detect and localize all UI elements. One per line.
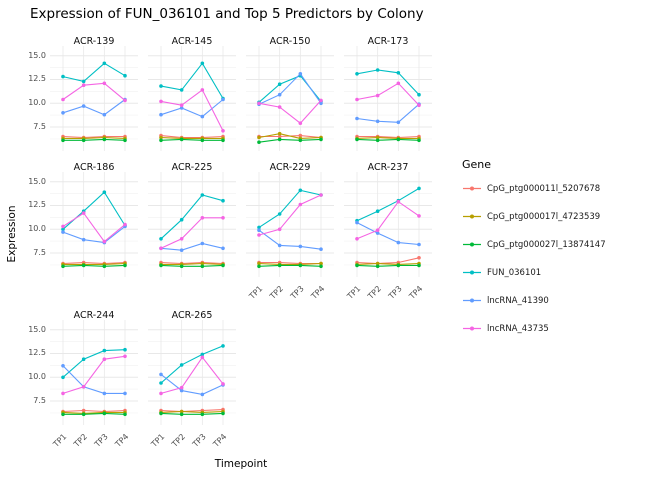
legend-entry-label: CpG_ptg000011l_5207678 bbox=[487, 183, 601, 194]
legend-entry: lncRNA_43735 bbox=[462, 321, 606, 336]
y-tick-label: 10.0 bbox=[28, 98, 46, 108]
y-tick-label: 7.5 bbox=[33, 122, 46, 132]
x-tick-label: TP1 bbox=[247, 284, 265, 302]
legend-entry: CpG_ptg000011l_5207678 bbox=[462, 181, 606, 196]
y-tick-label: 12.5 bbox=[28, 200, 46, 210]
facet-label: ACR-186 bbox=[73, 162, 115, 173]
facet-label: ACR-139 bbox=[73, 36, 115, 47]
facet-label: ACR-229 bbox=[269, 162, 311, 173]
legend-entry-label: CpG_ptg000017l_4723539 bbox=[487, 211, 601, 222]
y-tick-label: 15.0 bbox=[28, 176, 46, 186]
facet-panel bbox=[344, 46, 432, 151]
legend-entry-label: FUN_036101 bbox=[487, 267, 542, 278]
x-axis-title: Timepoint bbox=[214, 458, 268, 470]
y-tick-label: 7.5 bbox=[33, 248, 46, 258]
legend-key-icon bbox=[463, 186, 481, 191]
legend-title: Gene bbox=[462, 158, 492, 171]
facet-label: ACR-237 bbox=[367, 162, 409, 173]
y-tick-label: 12.5 bbox=[28, 348, 46, 358]
x-tick-label: TP3 bbox=[288, 284, 306, 302]
facet-label: ACR-150 bbox=[269, 36, 311, 47]
legend: Gene CpG_ptg000011l_5207678 CpG_ptg000017… bbox=[462, 158, 606, 349]
facet-panel: TP1 TP2 TP3 TP4 bbox=[148, 320, 236, 450]
x-tick-label: TP3 bbox=[386, 284, 404, 302]
x-tick-label: TP4 bbox=[113, 432, 131, 450]
x-tick-label: TP1 bbox=[149, 432, 167, 450]
legend-entry: FUN_036101 bbox=[462, 265, 606, 280]
legend-key-icon bbox=[463, 298, 481, 303]
facet-panel bbox=[148, 172, 236, 277]
facet-label: ACR-265 bbox=[171, 310, 213, 321]
x-tick-label: TP4 bbox=[309, 284, 327, 302]
x-tick-label: TP2 bbox=[170, 432, 188, 450]
legend-entry: CpG_ptg000017l_4723539 bbox=[462, 209, 606, 224]
chart-title: Expression of FUN_036101 and Top 5 Predi… bbox=[30, 6, 424, 22]
y-tick-label: 7.5 bbox=[33, 396, 46, 406]
x-tick-label: TP2 bbox=[72, 432, 90, 450]
facet-label: ACR-173 bbox=[367, 36, 409, 47]
y-axis-title: Expression bbox=[6, 205, 18, 263]
x-tick-label: TP2 bbox=[366, 284, 384, 302]
x-tick-label: TP3 bbox=[92, 432, 110, 450]
facet-panel bbox=[246, 46, 334, 151]
facet-panel: TP1 TP2 TP3 TP4 bbox=[246, 172, 334, 302]
legend-entry: lncRNA_41390 bbox=[462, 293, 606, 308]
legend-entry: CpG_ptg000027l_13874147 bbox=[462, 237, 606, 252]
facet-panel bbox=[50, 46, 138, 151]
facet-label: ACR-244 bbox=[73, 310, 115, 321]
legend-key-icon bbox=[463, 214, 481, 219]
facet-label: ACR-225 bbox=[171, 162, 213, 173]
legend-key-icon bbox=[463, 326, 481, 331]
facet-panel bbox=[148, 46, 236, 151]
x-tick-label: TP4 bbox=[211, 432, 229, 450]
y-tick-label: 15.0 bbox=[28, 50, 46, 60]
x-tick-label: TP4 bbox=[407, 284, 425, 302]
facet-panel: TP1 TP2 TP3 TP4 bbox=[344, 172, 432, 302]
y-tick-label: 12.5 bbox=[28, 74, 46, 84]
legend-entry-label: lncRNA_43735 bbox=[487, 323, 549, 334]
legend-entry-label: lncRNA_41390 bbox=[487, 295, 549, 306]
x-tick-label: TP1 bbox=[345, 284, 363, 302]
legend-entry-label: CpG_ptg000027l_13874147 bbox=[487, 239, 606, 250]
facet-label: ACR-145 bbox=[171, 36, 213, 47]
x-tick-label: TP1 bbox=[51, 432, 69, 450]
facet-panel bbox=[50, 172, 138, 277]
legend-key-icon bbox=[463, 270, 481, 275]
legend-key-icon bbox=[463, 242, 481, 247]
y-tick-label: 10.0 bbox=[28, 372, 46, 382]
y-tick-label: 15.0 bbox=[28, 324, 46, 334]
facet-panel: TP1 TP2 TP3 TP4 bbox=[50, 320, 138, 450]
y-tick-label: 10.0 bbox=[28, 224, 46, 234]
x-tick-label: TP2 bbox=[268, 284, 286, 302]
legend-items: CpG_ptg000011l_5207678 CpG_ptg000017l_472… bbox=[462, 181, 606, 336]
x-tick-label: TP3 bbox=[190, 432, 208, 450]
